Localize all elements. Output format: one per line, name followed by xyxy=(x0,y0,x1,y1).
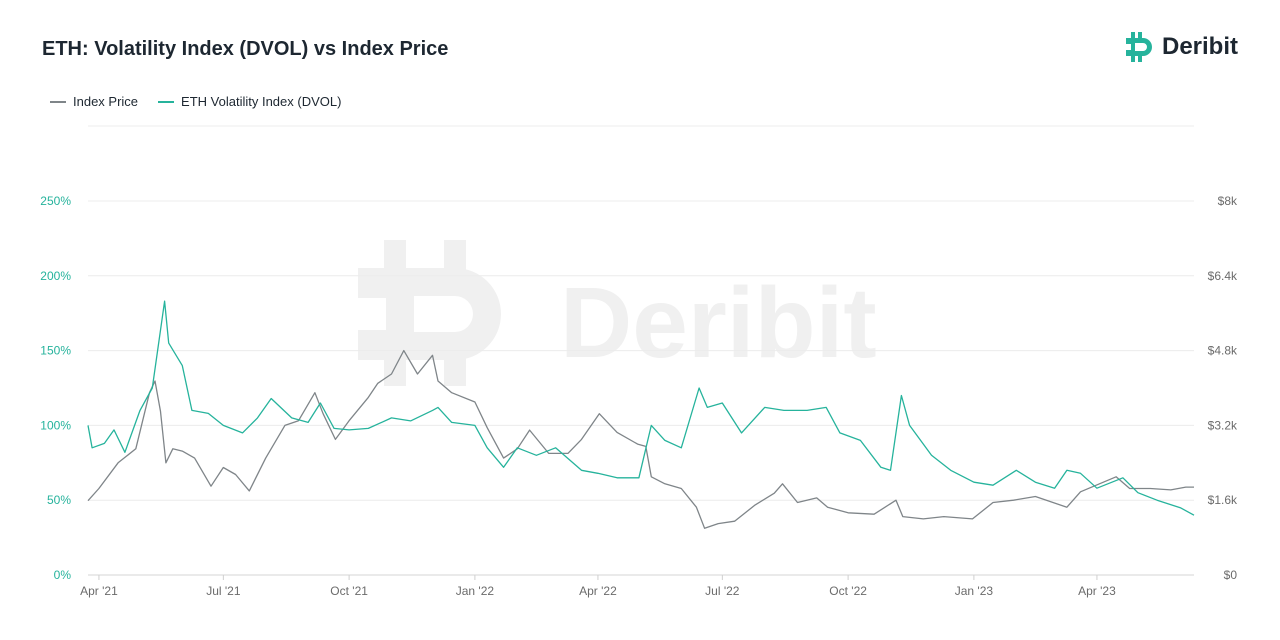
deribit-logo-icon xyxy=(1125,32,1152,62)
x-tick-label: Apr '21 xyxy=(80,584,118,598)
x-tick-label: Jul '21 xyxy=(206,584,241,598)
series-line-index-price xyxy=(87,349,1194,529)
brand-logo[interactable]: Deribit xyxy=(1124,30,1238,64)
y-left-tick-label: 250% xyxy=(40,194,71,208)
x-tick-label: Jan '22 xyxy=(456,584,495,598)
y-right-tick-label: $4.8k xyxy=(1208,344,1238,358)
legend-label-dvol: ETH Volatility Index (DVOL) xyxy=(181,94,342,109)
legend-label-index-price: Index Price xyxy=(73,94,139,109)
x-tick-label: Apr '22 xyxy=(579,584,617,598)
legend-swatch-index-price xyxy=(50,100,66,103)
y-right-tick-label: $0 xyxy=(1224,568,1238,582)
y-left-tick-label: 150% xyxy=(40,344,71,358)
y-right-tick-label: $3.2k xyxy=(1208,418,1238,432)
legend-item-index-price[interactable]: Index Price xyxy=(50,94,138,109)
legend-item-dvol[interactable]: ETH Volatility Index (DVOL) xyxy=(158,94,341,109)
y-right-tick-label: $6.4k xyxy=(1208,269,1238,283)
watermark: Deribit xyxy=(358,240,877,386)
x-tick-label: Jan '23 xyxy=(955,584,994,598)
chart-title: ETH: Volatility Index (DVOL) vs Index Pr… xyxy=(42,38,449,60)
x-tick-label: Apr '23 xyxy=(1078,584,1116,598)
x-tick-label: Jul '22 xyxy=(705,584,740,598)
y-left-tick-label: 50% xyxy=(47,493,71,507)
x-tick-label: Oct '21 xyxy=(330,584,368,598)
chart-legend: Index Price ETH Volatility Index (DVOL) xyxy=(50,94,341,109)
y-left-tick-label: 0% xyxy=(54,568,72,582)
y-left-tick-label: 100% xyxy=(40,418,71,432)
y-right-tick-label: $1.6k xyxy=(1208,493,1238,507)
brand-name: Deribit xyxy=(1161,33,1238,60)
y-right-tick-label: $8k xyxy=(1218,194,1238,208)
watermark-text: Deribit xyxy=(560,267,877,379)
y-left-tick-label: 200% xyxy=(40,269,71,283)
legend-swatch-dvol xyxy=(158,100,175,103)
axes: 0% $0 50% $1.6k 100% $3.2k 150% $4.8k 200% $6.4k 2… xyxy=(40,194,1238,598)
grid-lines xyxy=(88,125,1194,576)
x-tick-label: Oct '22 xyxy=(829,584,867,598)
series-line-dvol xyxy=(87,300,1195,516)
series-lines xyxy=(87,300,1195,529)
